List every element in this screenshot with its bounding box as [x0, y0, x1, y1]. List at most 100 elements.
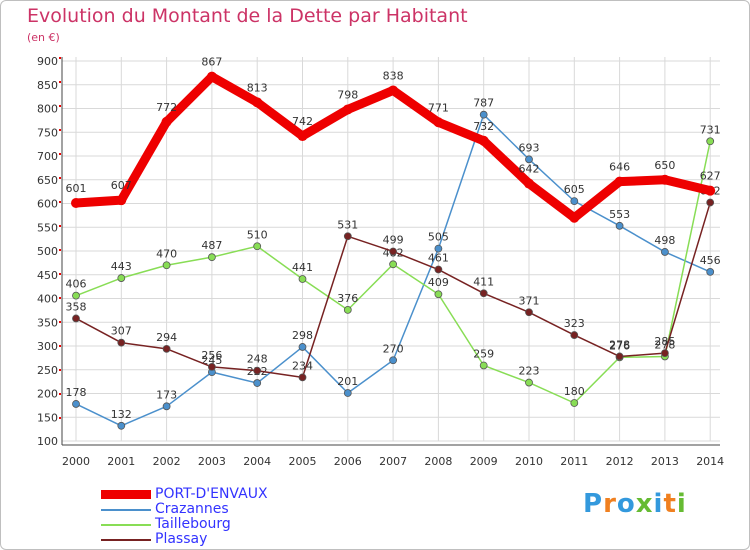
legend-label: PORT-D'ENVAUX [155, 486, 268, 502]
data-point [615, 221, 624, 230]
data-label: 406 [66, 278, 87, 291]
x-tick-label: 2009 [470, 455, 498, 468]
y-tick-label: 900 [37, 55, 58, 68]
data-point [116, 195, 127, 206]
data-label: 248 [247, 353, 268, 366]
data-label: 731 [700, 123, 721, 136]
data-point [389, 356, 398, 365]
data-label: 607 [111, 179, 132, 192]
data-label: 234 [292, 359, 313, 372]
data-point [570, 197, 579, 206]
data-point [659, 174, 670, 185]
y-tick-label: 100 [37, 435, 58, 448]
data-point [478, 135, 489, 146]
data-point [343, 232, 352, 241]
data-label: 323 [564, 317, 585, 330]
data-label: 201 [337, 375, 358, 388]
data-point [434, 244, 443, 253]
data-label: 259 [473, 347, 494, 360]
data-point [479, 361, 488, 370]
data-point [162, 261, 171, 270]
x-tick-label: 2007 [379, 455, 407, 468]
data-label: 276 [609, 339, 630, 352]
data-label: 270 [383, 342, 404, 355]
data-label: 813 [247, 81, 268, 94]
x-tick-label: 2012 [606, 455, 634, 468]
legend-item: Plassay [101, 531, 401, 547]
data-label: 256 [201, 349, 222, 362]
data-point [479, 289, 488, 298]
y-tick-label: 600 [37, 198, 58, 211]
data-point [433, 117, 444, 128]
y-tick-label: 500 [37, 245, 58, 258]
data-point [525, 308, 533, 317]
y-tick-label: 250 [37, 364, 58, 377]
y-tick-label: 700 [37, 150, 58, 163]
y-tick-label: 400 [37, 293, 58, 306]
data-label: 409 [428, 276, 449, 289]
data-label: 867 [201, 56, 222, 69]
y-tick-label: 300 [37, 340, 58, 353]
data-point [661, 248, 669, 256]
chart-unit: (en €) [27, 31, 60, 44]
data-point [71, 198, 81, 209]
data-label: 838 [383, 69, 404, 82]
y-tick-label: 650 [37, 174, 58, 187]
data-label: 132 [111, 408, 132, 421]
data-point [117, 338, 126, 347]
data-point [388, 85, 399, 96]
data-point [525, 155, 533, 164]
legend: PORT-D'ENVAUX Crazannes Taillebourg Plassay [101, 486, 401, 547]
data-label: 285 [654, 335, 675, 348]
data-point [253, 242, 262, 251]
data-label: 771 [428, 101, 449, 114]
y-tick-label: 750 [37, 126, 58, 139]
legend-swatch [101, 490, 151, 499]
x-tick-label: 2013 [651, 455, 679, 468]
data-label: 642 [519, 163, 540, 176]
y-tick-label: 150 [37, 411, 58, 424]
legend-swatch [101, 509, 151, 511]
data-label: 470 [156, 247, 177, 260]
proxiti-logo: Proxiti [583, 489, 687, 519]
data-point [434, 265, 443, 274]
data-point [569, 212, 580, 223]
data-point [253, 366, 262, 375]
data-label: 298 [292, 329, 313, 342]
data-label: 531 [337, 218, 358, 231]
data-point [298, 373, 307, 382]
data-label: 278 [654, 338, 675, 351]
y-tick-label: 850 [37, 79, 58, 92]
data-label: 646 [609, 161, 630, 174]
data-label: 376 [337, 292, 358, 305]
data-label: 487 [201, 239, 222, 252]
legend-label: Taillebourg [155, 516, 231, 532]
data-label: 601 [66, 182, 87, 195]
x-tick-label: 2000 [62, 455, 90, 468]
data-label: 553 [609, 208, 630, 221]
data-label: 693 [519, 141, 540, 154]
data-point [72, 400, 80, 408]
data-label: 278 [609, 338, 630, 351]
data-point [525, 378, 533, 387]
data-point [524, 178, 534, 189]
data-label: 223 [519, 365, 540, 378]
data-point [297, 131, 308, 142]
data-label: 650 [654, 159, 675, 172]
data-point [706, 267, 715, 276]
chart-title: Evolution du Montant de la Dette par Hab… [27, 5, 468, 27]
data-point [253, 379, 262, 387]
data-label: 461 [428, 252, 449, 265]
x-tick-label: 2002 [153, 455, 181, 468]
data-label: 358 [66, 300, 87, 313]
x-tick-label: 2010 [515, 455, 543, 468]
data-point [117, 274, 126, 282]
data-point [298, 343, 307, 351]
data-point [661, 349, 669, 358]
data-label: 605 [564, 183, 585, 196]
legend-swatch [101, 539, 151, 541]
data-label: 180 [564, 385, 585, 398]
legend-item: PORT-D'ENVAUX [101, 486, 401, 502]
